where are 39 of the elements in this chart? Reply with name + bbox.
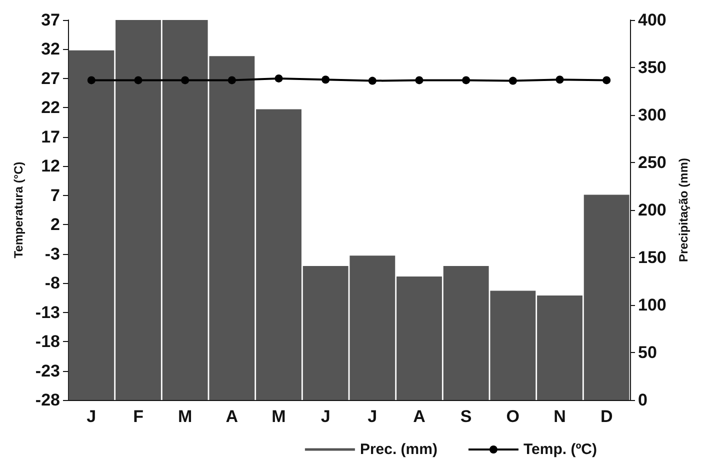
y2-tick-label: 400 — [638, 10, 666, 30]
x-tick-label: M — [272, 407, 286, 426]
y2-tick-label: 0 — [638, 390, 648, 410]
y2-tick-label: 350 — [638, 58, 666, 77]
y-axis-title: Temperatura (°C) — [12, 162, 26, 258]
x-tick-label: N — [554, 407, 566, 426]
y-tick-label: -18 — [35, 332, 60, 352]
y-tick-label: 17 — [41, 127, 60, 146]
y-tick-label: -13 — [35, 302, 60, 322]
y-tick-label: -3 — [44, 244, 60, 264]
legend-label: Temp. (ºC) — [523, 441, 598, 458]
x-tick-label: J — [86, 407, 96, 426]
x-tick-label: F — [133, 407, 144, 426]
y2-tick-label: 250 — [638, 153, 666, 172]
x-tick-label: S — [460, 407, 472, 426]
x-tick-label: O — [506, 407, 520, 426]
x-tick-label: D — [600, 407, 613, 426]
x-tick-label: M — [178, 407, 192, 426]
y-tick-label: -8 — [44, 274, 60, 293]
y-tick-label: 32 — [41, 40, 60, 59]
x-tick-label: J — [320, 407, 330, 426]
y2-tick-label: 100 — [638, 296, 666, 314]
y-tick-label: 27 — [41, 68, 60, 88]
y-tick-label: -28 — [35, 390, 60, 410]
y-tick-label: 2 — [50, 215, 60, 234]
x-tick-label: A — [413, 407, 426, 426]
x-tick-label: A — [226, 407, 238, 426]
y2-tick-label: 200 — [638, 200, 666, 220]
y-tick-label: 22 — [41, 98, 60, 118]
y-tick-label: 7 — [50, 186, 60, 205]
y-tick-label: 12 — [41, 156, 60, 176]
legend-label: Prec. (mm) — [360, 441, 438, 458]
y-tick-label: -23 — [35, 361, 60, 380]
y2-tick-label: 150 — [638, 248, 666, 267]
y2-axis-title: Precipitação (mm) — [676, 158, 690, 262]
y2-tick-label: 50 — [638, 343, 657, 362]
y-tick-label: 37 — [41, 10, 60, 30]
y2-tick-label: 300 — [638, 106, 666, 124]
x-tick-label: J — [368, 407, 378, 426]
